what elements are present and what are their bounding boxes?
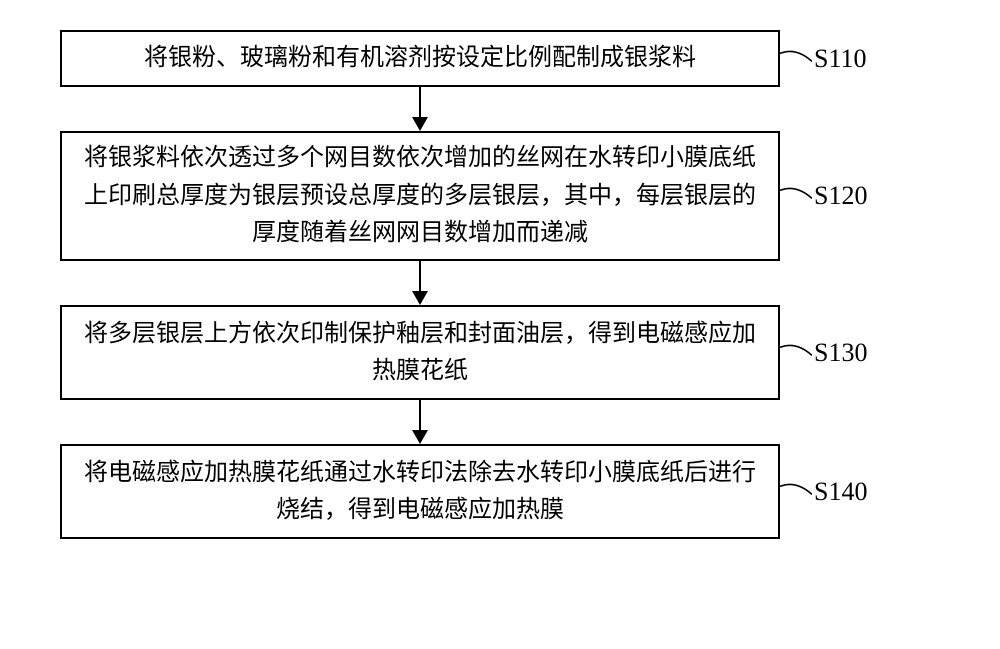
step-box-s110: 将银粉、玻璃粉和有机溶剂按设定比例配制成银浆料 — [60, 30, 780, 87]
step-label: S110 — [814, 44, 867, 74]
arrow-wrap — [60, 400, 780, 444]
step-text: 将银粉、玻璃粉和有机溶剂按设定比例配制成银浆料 — [144, 40, 696, 77]
arrow-down-icon — [408, 261, 432, 305]
step-box-s140: 将电磁感应加热膜花纸通过水转印法除去水转印小膜底纸后进行烧结，得到电磁感应加热膜 — [60, 444, 780, 539]
arrow-down-icon — [408, 400, 432, 444]
flow-step: 将多层银层上方依次印制保护釉层和封面油层，得到电磁感应加热膜花纸 S130 — [60, 305, 940, 400]
step-box-s130: 将多层银层上方依次印制保护釉层和封面油层，得到电磁感应加热膜花纸 — [60, 305, 780, 400]
step-box-s120: 将银浆料依次透过多个网目数依次增加的丝网在水转印小膜底纸上印刷总厚度为银层预设总… — [60, 131, 780, 261]
connector-curve — [780, 181, 812, 211]
connector-curve — [780, 44, 812, 74]
flow-step: 将银浆料依次透过多个网目数依次增加的丝网在水转印小膜底纸上印刷总厚度为银层预设总… — [60, 131, 940, 261]
step-text: 将电磁感应加热膜花纸通过水转印法除去水转印小膜底纸后进行烧结，得到电磁感应加热膜 — [76, 455, 764, 529]
flow-step: 将电磁感应加热膜花纸通过水转印法除去水转印小膜底纸后进行烧结，得到电磁感应加热膜… — [60, 444, 940, 539]
step-label: S120 — [814, 181, 867, 211]
arrow-wrap — [60, 87, 780, 131]
step-text: 将银浆料依次透过多个网目数依次增加的丝网在水转印小膜底纸上印刷总厚度为银层预设总… — [76, 140, 764, 252]
flowchart-container: 将银粉、玻璃粉和有机溶剂按设定比例配制成银浆料 S110 将银浆料依次透过多个网… — [60, 30, 940, 539]
flow-step: 将银粉、玻璃粉和有机溶剂按设定比例配制成银浆料 S110 — [60, 30, 940, 87]
step-label: S140 — [814, 477, 867, 507]
connector-curve — [780, 477, 812, 507]
arrow-down-icon — [408, 87, 432, 131]
connector-curve — [780, 338, 812, 368]
step-label: S130 — [814, 338, 867, 368]
step-text: 将多层银层上方依次印制保护釉层和封面油层，得到电磁感应加热膜花纸 — [76, 316, 764, 390]
arrow-wrap — [60, 261, 780, 305]
